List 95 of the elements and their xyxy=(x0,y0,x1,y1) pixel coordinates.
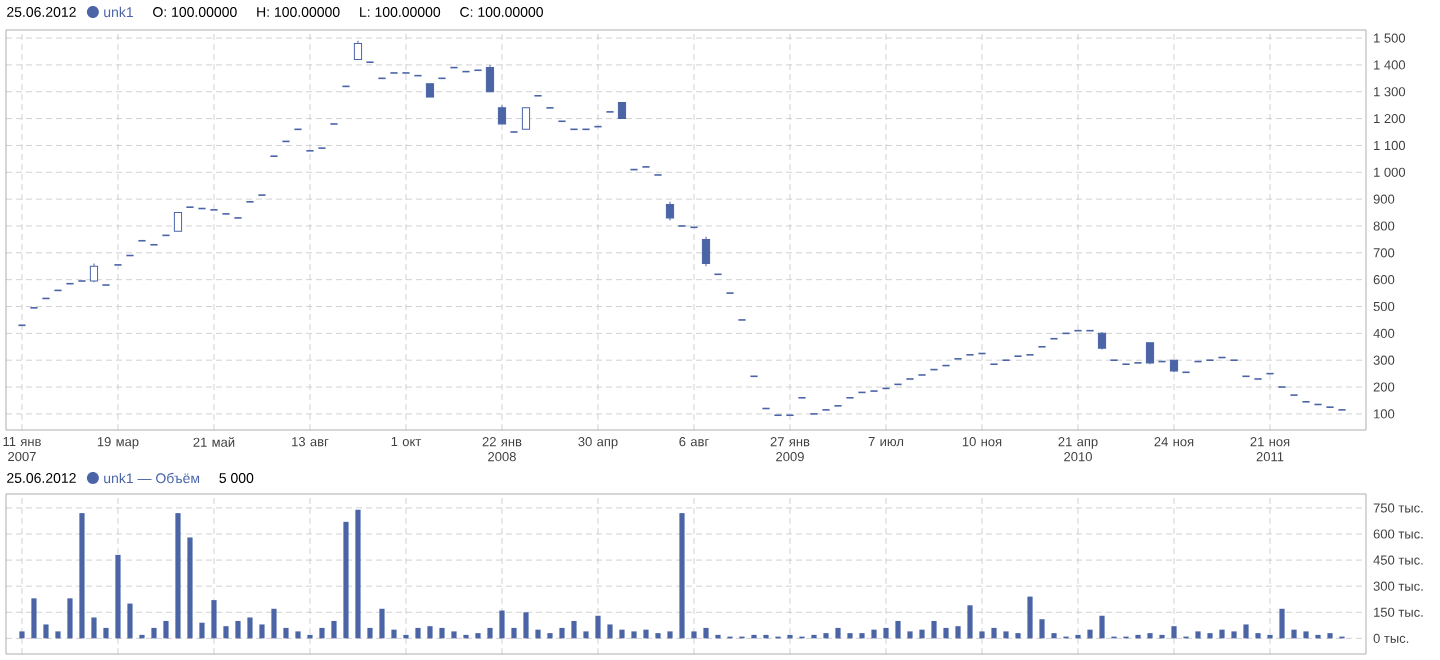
bar xyxy=(451,631,457,639)
bar xyxy=(595,615,601,639)
bar xyxy=(223,626,229,639)
bar xyxy=(1219,629,1225,639)
bar xyxy=(151,627,157,639)
bar xyxy=(1207,633,1213,639)
bar xyxy=(1027,596,1033,639)
bar xyxy=(967,605,973,639)
bar xyxy=(415,627,421,639)
bar xyxy=(847,633,853,639)
bar xyxy=(103,627,109,639)
bar xyxy=(1279,608,1285,639)
bar xyxy=(487,627,493,639)
bar xyxy=(115,554,121,639)
bar xyxy=(871,629,877,639)
bar xyxy=(571,620,577,639)
bar xyxy=(895,620,901,639)
bar xyxy=(79,513,85,639)
bar xyxy=(439,627,445,639)
candlestick xyxy=(497,104,507,125)
bar xyxy=(523,612,529,639)
bar xyxy=(43,624,49,639)
bar xyxy=(955,626,961,639)
bar xyxy=(991,627,997,639)
bar xyxy=(919,629,925,639)
bar xyxy=(499,610,505,639)
bar xyxy=(55,631,61,639)
bar xyxy=(127,603,133,639)
bar xyxy=(91,617,97,639)
bar xyxy=(271,608,277,639)
bar xyxy=(1195,631,1201,639)
candlestick xyxy=(485,64,495,93)
candlestick xyxy=(521,107,531,130)
bar xyxy=(907,631,913,639)
bar xyxy=(1039,619,1045,639)
bar xyxy=(355,509,361,639)
bar xyxy=(631,631,637,639)
bar xyxy=(1003,631,1009,639)
bar xyxy=(547,633,553,639)
bar xyxy=(1171,626,1177,639)
bar xyxy=(1087,629,1093,639)
bar xyxy=(199,622,205,639)
bar xyxy=(619,629,625,639)
bar xyxy=(163,620,169,639)
bar xyxy=(511,627,517,639)
bar xyxy=(931,620,937,639)
bar xyxy=(823,633,829,639)
bar xyxy=(187,537,193,639)
bar xyxy=(31,598,37,639)
bar xyxy=(703,627,709,639)
candlestick xyxy=(701,236,711,267)
bar xyxy=(1291,629,1297,639)
bar xyxy=(691,631,697,639)
bar xyxy=(979,631,985,639)
candlestick xyxy=(665,201,675,222)
bar xyxy=(367,627,373,639)
bar xyxy=(247,617,253,639)
candlestick xyxy=(353,40,363,61)
bar xyxy=(331,620,337,639)
bar xyxy=(391,629,397,639)
bar xyxy=(1015,633,1021,639)
bar xyxy=(235,620,241,639)
candlestick xyxy=(173,212,183,232)
bar xyxy=(319,627,325,639)
bar xyxy=(1099,615,1105,639)
bar xyxy=(283,627,289,639)
bar xyxy=(607,624,613,639)
bar xyxy=(1231,631,1237,639)
bar xyxy=(379,608,385,639)
bar xyxy=(535,629,541,639)
bar xyxy=(559,627,565,639)
bar xyxy=(943,627,949,639)
bar xyxy=(679,513,685,639)
bar xyxy=(1303,631,1309,639)
bar xyxy=(655,633,661,639)
bar xyxy=(1327,633,1333,639)
bar xyxy=(643,629,649,639)
bar xyxy=(259,624,265,639)
bar xyxy=(1255,633,1261,639)
bar xyxy=(67,598,73,639)
bar xyxy=(1243,624,1249,639)
bar xyxy=(883,627,889,639)
bar xyxy=(211,600,217,639)
bar xyxy=(295,631,301,639)
bar xyxy=(1147,633,1153,639)
bar xyxy=(859,633,865,639)
bar xyxy=(583,631,589,639)
bar xyxy=(343,521,349,639)
bar xyxy=(475,633,481,639)
bar xyxy=(175,513,181,639)
bar xyxy=(835,627,841,639)
bar xyxy=(1051,633,1057,639)
bar xyxy=(667,631,673,639)
bar xyxy=(19,631,25,639)
bar xyxy=(427,626,433,639)
